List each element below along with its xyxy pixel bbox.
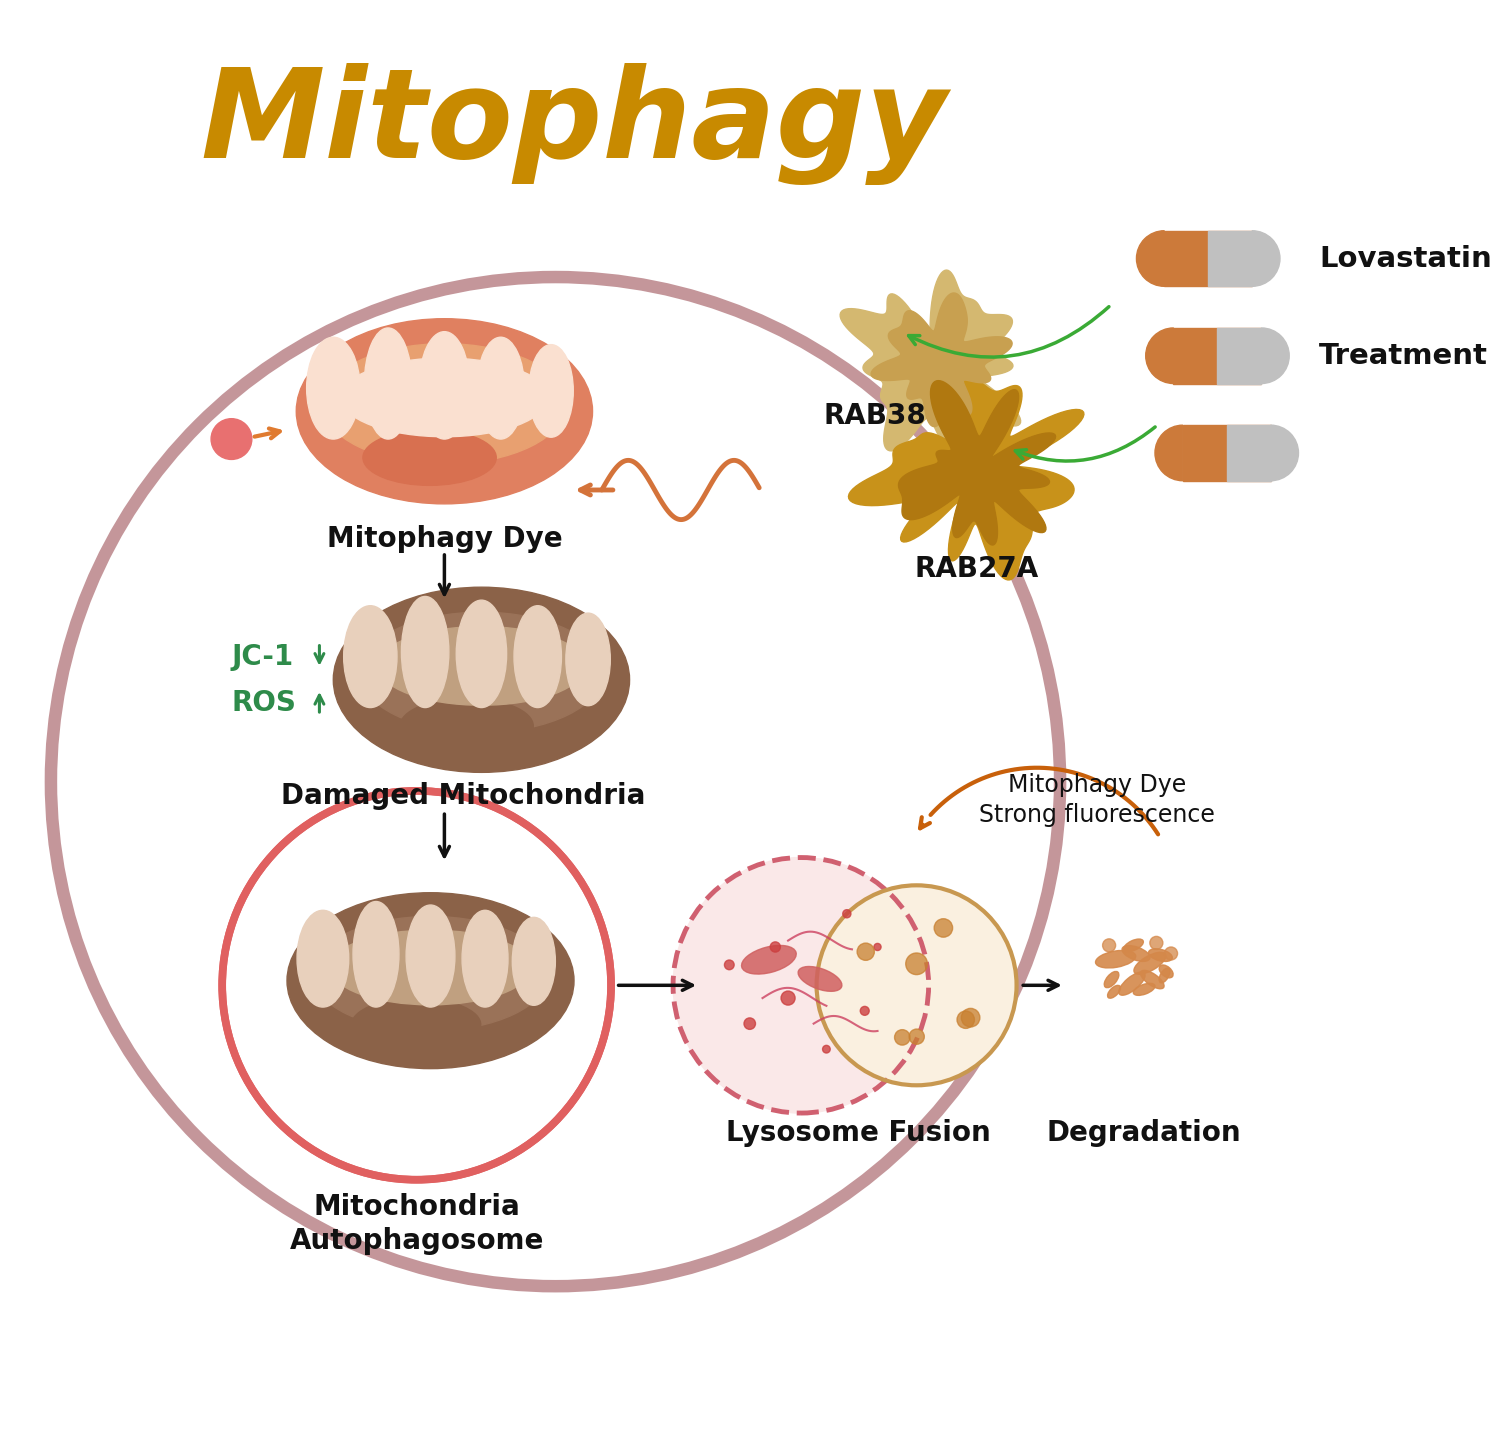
Circle shape <box>1164 947 1178 960</box>
Ellipse shape <box>340 359 548 436</box>
Ellipse shape <box>1134 953 1166 974</box>
Circle shape <box>1150 937 1162 950</box>
Circle shape <box>1102 938 1116 951</box>
Ellipse shape <box>1160 964 1173 977</box>
Circle shape <box>674 858 928 1114</box>
Text: Mitophagy Dye: Mitophagy Dye <box>327 525 562 552</box>
Bar <box>1218 329 1261 383</box>
Bar <box>1173 329 1262 383</box>
Wedge shape <box>1262 329 1288 383</box>
Ellipse shape <box>419 331 470 439</box>
Bar <box>1227 425 1270 481</box>
Circle shape <box>856 943 874 960</box>
Ellipse shape <box>400 699 534 753</box>
Text: Mitochondria
Autophagosome: Mitochondria Autophagosome <box>290 1192 544 1256</box>
Ellipse shape <box>344 606 398 707</box>
Bar <box>1164 231 1252 287</box>
Ellipse shape <box>566 613 610 706</box>
Circle shape <box>906 953 927 974</box>
Text: ROS: ROS <box>231 689 297 718</box>
Text: RAB38: RAB38 <box>824 402 927 430</box>
Polygon shape <box>849 359 1084 580</box>
Circle shape <box>724 960 734 970</box>
Circle shape <box>894 1030 910 1045</box>
Ellipse shape <box>1095 950 1136 969</box>
Circle shape <box>822 1045 830 1053</box>
Text: Mitophagy Dye
Strong fluorescence: Mitophagy Dye Strong fluorescence <box>980 773 1215 827</box>
Ellipse shape <box>312 917 549 1030</box>
Ellipse shape <box>1107 986 1120 999</box>
Ellipse shape <box>1160 969 1170 983</box>
Ellipse shape <box>297 910 348 1007</box>
Text: Lysosome Fusion: Lysosome Fusion <box>726 1119 992 1148</box>
Ellipse shape <box>333 587 630 772</box>
Ellipse shape <box>456 600 507 707</box>
Circle shape <box>843 910 850 918</box>
Wedge shape <box>1137 231 1164 287</box>
Text: Treatment: Treatment <box>1320 342 1488 370</box>
Ellipse shape <box>530 344 573 438</box>
Circle shape <box>874 943 880 950</box>
Circle shape <box>782 992 795 1004</box>
Circle shape <box>816 885 1017 1085</box>
Ellipse shape <box>363 430 496 485</box>
Wedge shape <box>1155 425 1184 481</box>
Ellipse shape <box>352 901 399 1007</box>
Text: JC-1: JC-1 <box>231 643 294 670</box>
Polygon shape <box>871 293 1012 426</box>
Ellipse shape <box>1122 946 1150 961</box>
Ellipse shape <box>1124 938 1143 951</box>
Ellipse shape <box>741 946 796 974</box>
Ellipse shape <box>364 329 413 439</box>
Polygon shape <box>840 270 1020 455</box>
Ellipse shape <box>477 337 525 439</box>
Text: Mitophagy: Mitophagy <box>201 63 948 185</box>
Wedge shape <box>1146 329 1173 383</box>
Wedge shape <box>1252 231 1280 287</box>
Ellipse shape <box>798 967 842 992</box>
Circle shape <box>934 918 952 937</box>
Ellipse shape <box>330 930 531 1004</box>
Text: Damaged Mitochondria: Damaged Mitochondria <box>280 782 645 809</box>
Text: Degradation: Degradation <box>1046 1119 1240 1148</box>
Wedge shape <box>1270 425 1299 481</box>
Circle shape <box>770 941 780 951</box>
Ellipse shape <box>1140 970 1164 989</box>
Ellipse shape <box>1119 971 1144 996</box>
Ellipse shape <box>406 905 454 1007</box>
Ellipse shape <box>462 910 509 1007</box>
Ellipse shape <box>322 344 567 464</box>
Ellipse shape <box>286 893 574 1069</box>
Circle shape <box>909 1029 924 1045</box>
Circle shape <box>222 791 610 1180</box>
Ellipse shape <box>513 917 555 1006</box>
Ellipse shape <box>1104 971 1119 987</box>
Ellipse shape <box>306 337 360 439</box>
Text: Lovastatin: Lovastatin <box>1320 244 1492 273</box>
Text: RAB27A: RAB27A <box>915 555 1040 583</box>
Polygon shape <box>898 380 1056 545</box>
Ellipse shape <box>402 597 448 707</box>
Circle shape <box>211 419 252 459</box>
Ellipse shape <box>351 999 480 1050</box>
Circle shape <box>861 1006 868 1016</box>
Circle shape <box>962 1009 980 1027</box>
Ellipse shape <box>378 627 585 705</box>
Circle shape <box>744 1017 756 1029</box>
Ellipse shape <box>1134 983 1155 996</box>
Bar <box>1208 231 1252 287</box>
Ellipse shape <box>514 606 561 707</box>
Bar <box>1184 425 1270 481</box>
Ellipse shape <box>1149 949 1173 961</box>
Ellipse shape <box>358 613 603 732</box>
Circle shape <box>957 1012 975 1029</box>
Ellipse shape <box>297 319 592 504</box>
